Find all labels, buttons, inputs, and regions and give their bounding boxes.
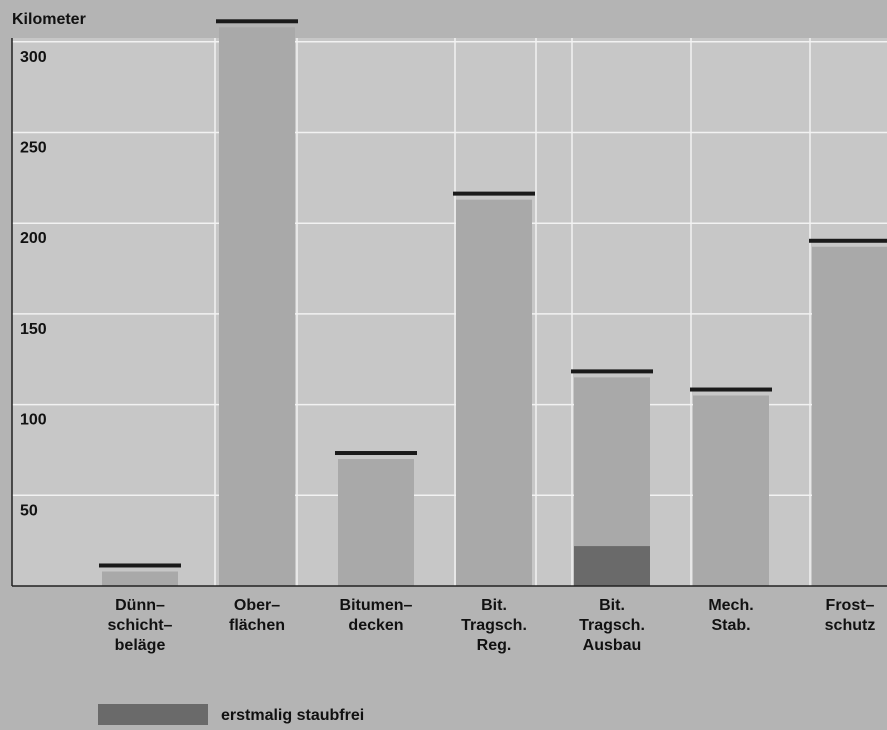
bar-cap-1	[216, 19, 298, 24]
y-tick-labels: 50 100 150 200 250 300	[20, 49, 47, 519]
bar-1	[219, 27, 295, 586]
bar-3	[456, 199, 532, 587]
bar-cap-0	[99, 563, 181, 568]
category-label-6: Frost– schutz	[825, 597, 876, 634]
y-axis-label: Kilometer	[12, 11, 86, 28]
bar-cap-2	[335, 451, 417, 456]
category-label-5: Mech. Stab.	[708, 597, 753, 634]
bar-2	[338, 459, 414, 586]
y-tick-300: 300	[20, 49, 47, 66]
y-tick-250: 250	[20, 140, 47, 157]
column-dividers	[214, 38, 811, 586]
bars	[99, 19, 887, 587]
category-label-2: Bitumen– decken	[340, 597, 413, 634]
legend: erstmalig staubfrei	[98, 704, 364, 730]
bar-cap-5	[690, 387, 772, 392]
category-label-1: Ober– flächen	[229, 597, 285, 634]
legend-swatch-erstmalig-staubfrei	[98, 704, 208, 730]
gridlines	[12, 41, 887, 497]
category-label-0: Dünn– schicht– beläge	[108, 597, 173, 654]
bar-cap-4	[571, 369, 653, 374]
bar-6	[812, 246, 887, 587]
category-label-3: Bit. Tragsch. Reg.	[461, 597, 527, 654]
category-labels: Dünn– schicht– beläge Ober– flächen Bitumen– d…	[108, 597, 876, 654]
y-tick-150: 150	[20, 321, 47, 338]
bar-cap-6	[809, 238, 887, 243]
y-tick-100: 100	[20, 412, 47, 429]
bar-5	[693, 395, 769, 586]
y-tick-200: 200	[20, 230, 47, 247]
legend-label-erstmalig-staubfrei: erstmalig staubfrei	[221, 707, 364, 724]
bar-highlight-4	[574, 546, 650, 586]
bar-cap-3	[453, 191, 535, 196]
y-tick-50: 50	[20, 502, 38, 519]
bar-0	[102, 571, 178, 586]
category-label-4: Bit. Tragsch. Ausbau	[579, 597, 645, 654]
